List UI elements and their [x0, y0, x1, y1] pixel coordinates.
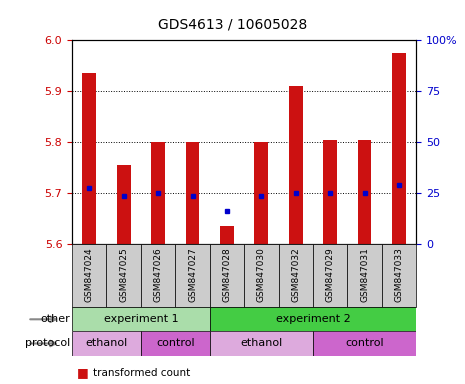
Text: other: other	[40, 314, 70, 324]
Bar	[210, 307, 416, 331]
Bar	[175, 244, 210, 307]
Text: GSM847032: GSM847032	[291, 247, 300, 302]
Text: transformed count: transformed count	[93, 368, 190, 378]
Bar	[72, 331, 141, 356]
Bar	[323, 139, 337, 244]
Text: ethanol: ethanol	[86, 338, 127, 349]
Bar	[220, 226, 234, 244]
Bar	[244, 244, 279, 307]
Text: GSM847025: GSM847025	[119, 247, 128, 302]
Text: experiment 1: experiment 1	[104, 314, 178, 324]
Text: ethanol: ethanol	[240, 338, 282, 349]
Text: GSM847030: GSM847030	[257, 247, 266, 302]
Text: ■: ■	[77, 366, 88, 379]
Bar	[72, 244, 106, 307]
Bar	[392, 53, 406, 244]
Text: GSM847031: GSM847031	[360, 247, 369, 302]
Bar	[382, 244, 416, 307]
Bar	[210, 244, 244, 307]
Bar	[313, 331, 416, 356]
Bar	[279, 244, 313, 307]
Bar	[117, 165, 131, 244]
Text: GSM847028: GSM847028	[222, 247, 232, 302]
Bar	[186, 142, 199, 244]
Text: experiment 2: experiment 2	[276, 314, 350, 324]
Text: GSM847029: GSM847029	[326, 247, 335, 302]
Bar	[82, 73, 96, 244]
Text: GSM847033: GSM847033	[394, 247, 404, 302]
Bar	[141, 331, 210, 356]
Text: control: control	[156, 338, 195, 349]
Bar	[151, 142, 165, 244]
Bar	[289, 86, 303, 244]
Bar	[72, 307, 210, 331]
Text: GDS4613 / 10605028: GDS4613 / 10605028	[158, 17, 307, 31]
Text: control: control	[345, 338, 384, 349]
Text: GSM847027: GSM847027	[188, 247, 197, 302]
Bar	[210, 331, 313, 356]
Bar	[347, 244, 382, 307]
Bar	[313, 244, 347, 307]
Text: GSM847024: GSM847024	[85, 247, 94, 302]
Bar	[358, 139, 372, 244]
Bar	[106, 244, 141, 307]
Text: protocol: protocol	[25, 338, 70, 349]
Text: GSM847026: GSM847026	[153, 247, 163, 302]
Bar	[254, 142, 268, 244]
Bar	[141, 244, 175, 307]
